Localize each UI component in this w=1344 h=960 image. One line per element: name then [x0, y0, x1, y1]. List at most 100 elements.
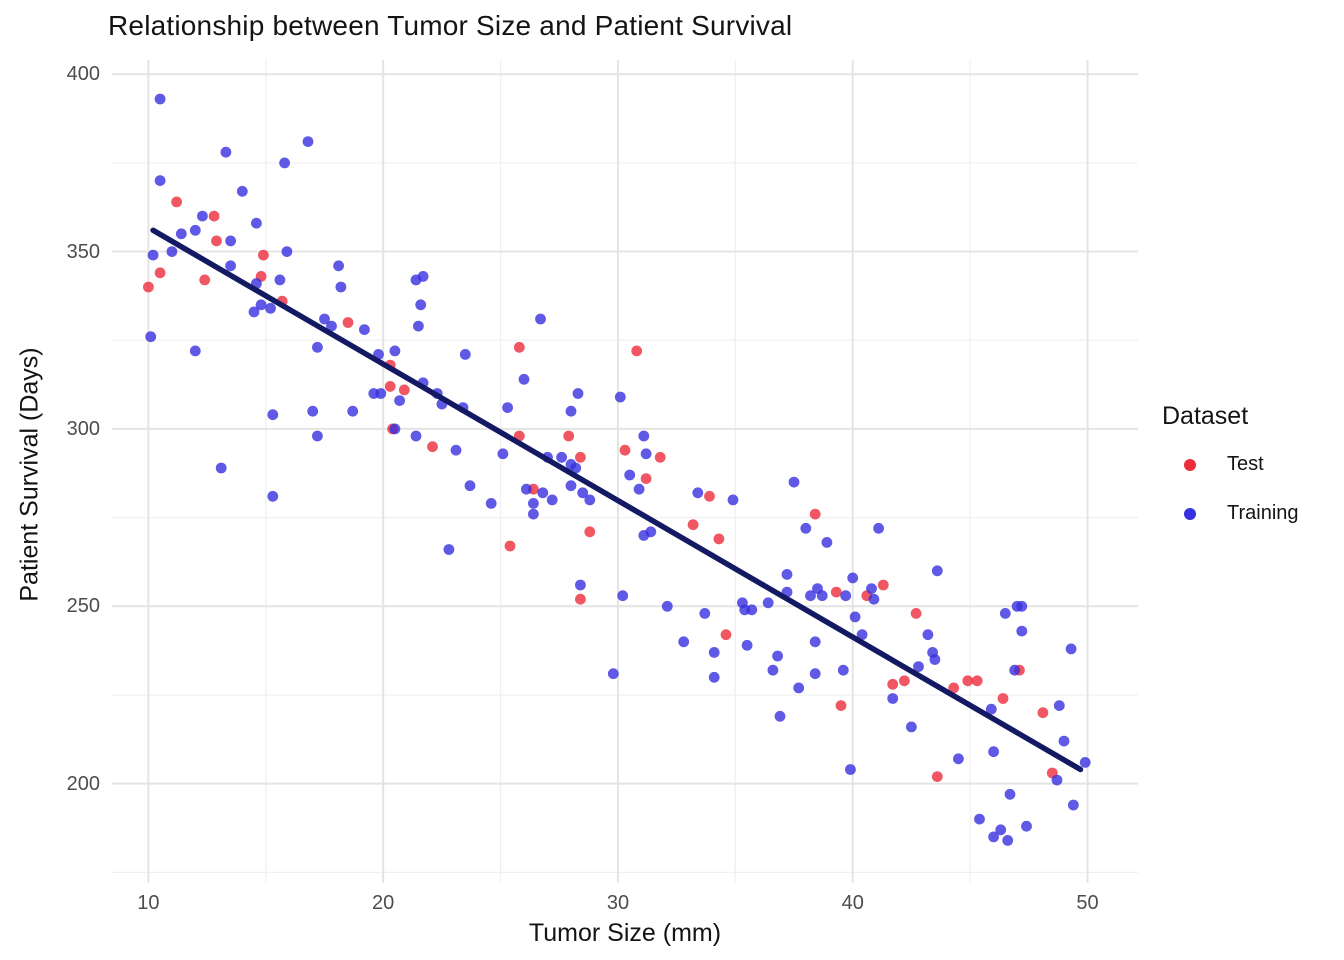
- point-training: [347, 405, 359, 417]
- point-training: [333, 260, 344, 272]
- point-test: [713, 533, 725, 545]
- point-training: [809, 636, 821, 648]
- point-training: [931, 565, 943, 577]
- point-test: [809, 508, 821, 520]
- point-training: [274, 274, 286, 286]
- point-training: [410, 430, 422, 442]
- x-tick-label: 40: [841, 892, 864, 914]
- point-training: [1016, 625, 1028, 637]
- point-training: [189, 224, 201, 236]
- point-training: [741, 639, 753, 651]
- point-training: [443, 544, 455, 555]
- point-training: [793, 682, 805, 694]
- point-test: [931, 771, 943, 782]
- point-training: [607, 668, 619, 680]
- point-training: [638, 430, 650, 442]
- point-test: [584, 526, 596, 538]
- point-test: [1037, 707, 1049, 719]
- point-test: [398, 384, 410, 396]
- legend: Dataset Test Training: [1162, 402, 1344, 551]
- point-test: [687, 519, 699, 531]
- point-training: [389, 345, 401, 357]
- point-training: [845, 764, 856, 775]
- point-test: [704, 490, 715, 502]
- point-training: [197, 210, 208, 222]
- point-training: [319, 313, 330, 325]
- point-training: [537, 487, 549, 499]
- point-training: [837, 664, 849, 676]
- point-training: [809, 668, 821, 680]
- point-training: [746, 604, 758, 616]
- point-training: [617, 590, 629, 602]
- point-test: [877, 579, 889, 591]
- point-test: [211, 235, 222, 247]
- point-test: [720, 629, 732, 641]
- legend-item-training: Training: [1162, 502, 1344, 525]
- point-training: [147, 249, 159, 261]
- point-training: [645, 526, 657, 538]
- point-training: [772, 650, 783, 662]
- point-training: [988, 746, 999, 758]
- x-tick-label: 50: [1076, 892, 1099, 914]
- point-training: [999, 608, 1011, 619]
- point-training: [988, 831, 999, 843]
- point-training: [781, 569, 793, 580]
- point-training: [556, 451, 567, 463]
- point-training: [375, 388, 387, 399]
- point-training: [154, 93, 166, 105]
- point-training: [394, 395, 405, 406]
- point-test: [342, 317, 354, 328]
- y-tick-label: 350: [66, 240, 100, 263]
- point-training: [800, 522, 812, 534]
- point-training: [762, 597, 774, 609]
- point-training: [565, 405, 577, 417]
- point-training: [281, 246, 293, 257]
- legend-label-test: Test: [1227, 453, 1264, 475]
- point-training: [166, 246, 178, 257]
- point-training: [873, 522, 884, 534]
- point-test: [948, 682, 960, 694]
- point-training: [251, 217, 262, 229]
- point-training: [335, 281, 347, 293]
- point-test: [962, 675, 974, 687]
- point-training: [485, 498, 497, 509]
- point-training: [805, 590, 816, 602]
- point-training: [1051, 774, 1063, 786]
- point-training: [699, 608, 711, 619]
- x-tick-label: 20: [372, 892, 395, 914]
- point-training: [1004, 788, 1016, 800]
- point-test: [258, 249, 269, 261]
- point-training: [1068, 799, 1079, 811]
- trend-line: [150, 227, 1084, 773]
- point-test: [575, 451, 586, 463]
- point-training: [849, 611, 861, 623]
- point-training: [821, 537, 833, 548]
- y-tick-label: 400: [66, 63, 100, 86]
- point-training: [584, 494, 596, 506]
- point-training: [521, 483, 532, 495]
- point-test: [654, 451, 666, 463]
- point-training: [708, 647, 720, 658]
- point-training: [1021, 820, 1032, 832]
- y-tick-label: 200: [66, 772, 100, 795]
- point-training: [1016, 600, 1028, 612]
- point-training: [417, 271, 429, 282]
- point-test: [830, 586, 842, 598]
- point-training: [225, 235, 236, 247]
- point-training: [535, 313, 546, 325]
- point-training: [225, 260, 236, 272]
- point-training: [145, 331, 157, 343]
- point-training: [528, 508, 539, 520]
- point-test: [997, 693, 1009, 704]
- x-tick-label: 10: [137, 892, 160, 914]
- point-training: [774, 710, 786, 722]
- point-training: [1058, 735, 1070, 747]
- point-training: [913, 661, 924, 672]
- point-training: [518, 373, 530, 385]
- point-training: [678, 636, 690, 648]
- legend-title: Dataset: [1162, 402, 1249, 430]
- point-training: [974, 813, 985, 825]
- point-training: [856, 629, 868, 641]
- point-test: [631, 345, 643, 357]
